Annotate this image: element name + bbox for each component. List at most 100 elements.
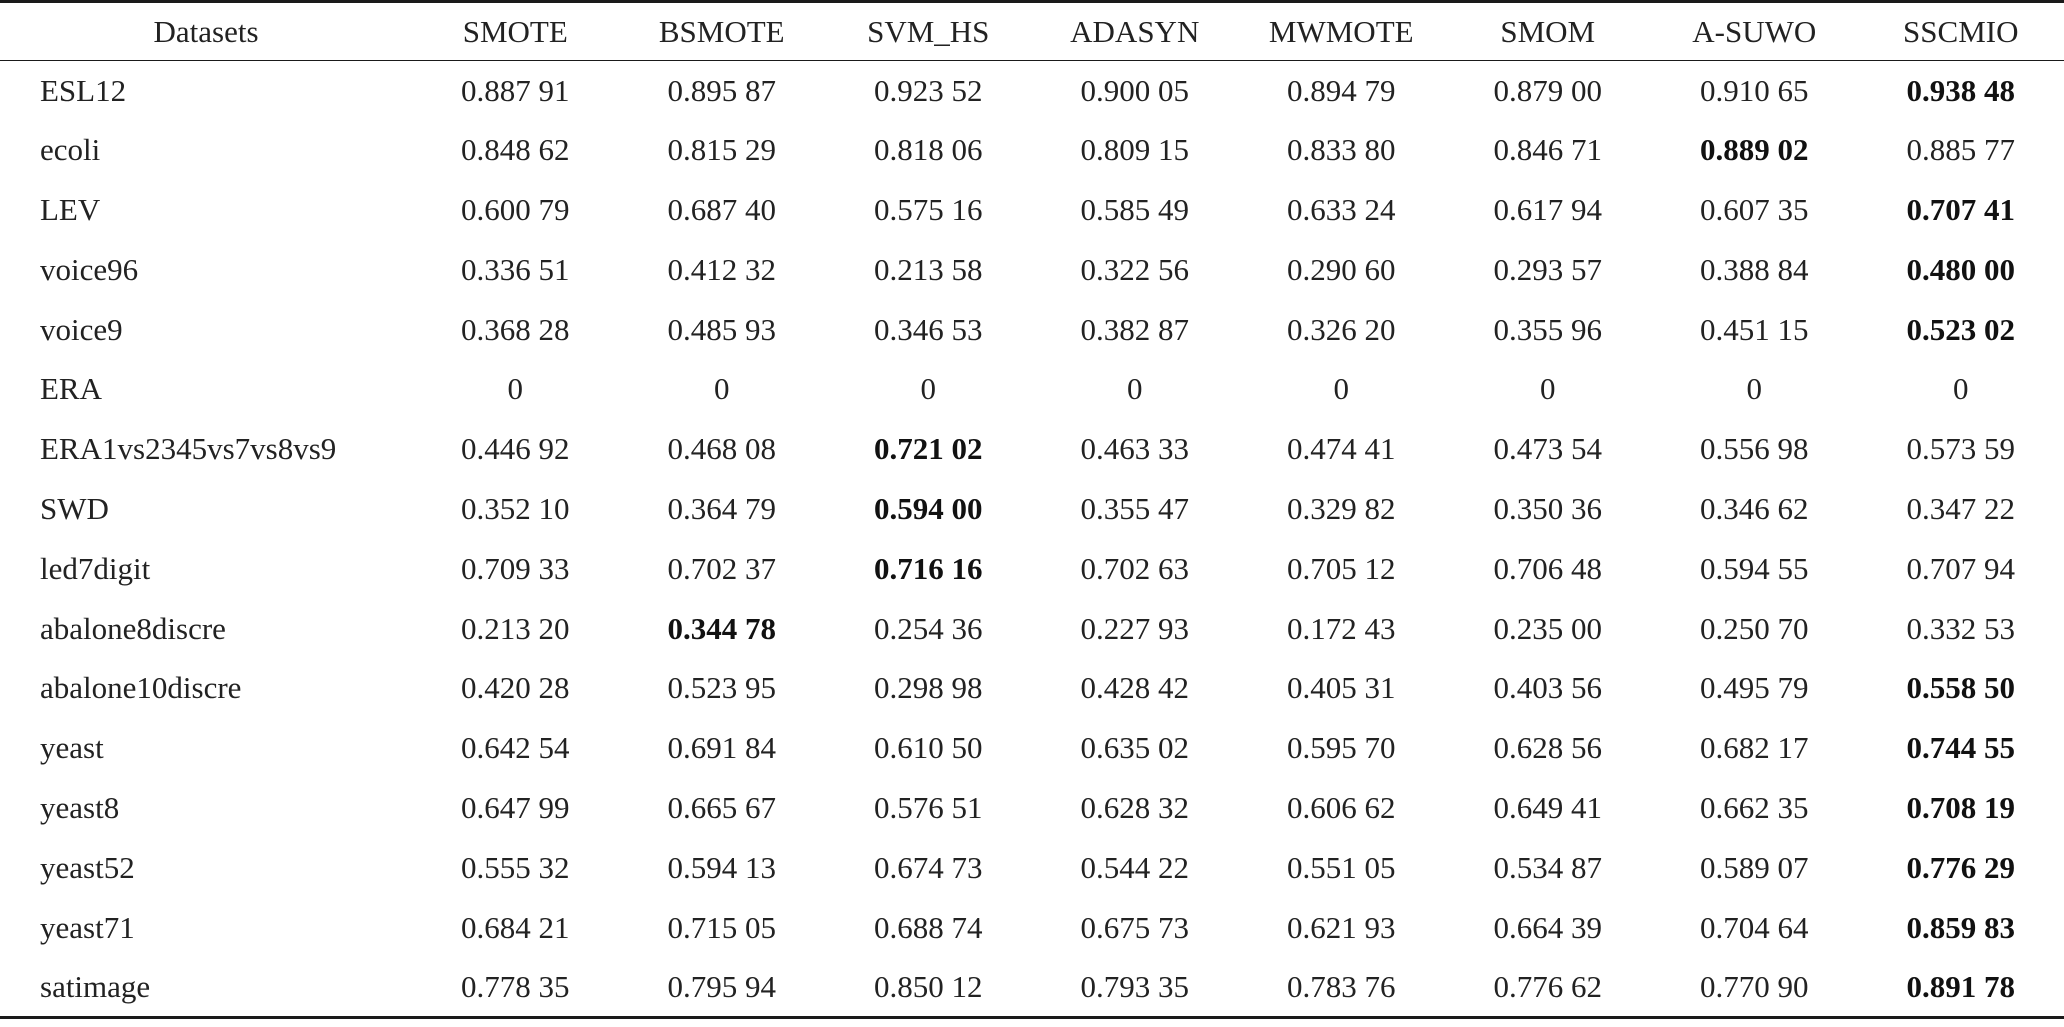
dataset-name-cell: led7digit	[40, 550, 151, 586]
dataset-name-cell: yeast	[40, 730, 104, 766]
value-cell: 0.485 93	[667, 311, 777, 347]
value-cell: 0.809 15	[1080, 132, 1190, 168]
dataset-name-cell: ESL12	[40, 72, 127, 108]
value-cell: 0.783 76	[1238, 957, 1445, 1019]
table-row: SWD 0.352 10 0.364 79 0.594 00 0.355 47 0.329…	[0, 479, 2064, 539]
value-cell: 0.674 73	[874, 849, 983, 885]
value-cell: 0.235 00	[1493, 610, 1603, 646]
value-cell: 0.702 37	[667, 550, 777, 586]
column-header-sscmio: SSCMIO	[1857, 0, 2064, 61]
value-cell: 0	[1127, 371, 1143, 407]
value-cell: 0.594 55	[1700, 550, 1809, 586]
value-cell: 0.474 41	[1287, 431, 1396, 467]
best-value-cell: 0.938 48	[1906, 72, 2016, 108]
value-cell: 0.172 43	[1287, 610, 1396, 646]
value-cell: 0.551 05	[1287, 849, 1396, 885]
best-value-cell: 0.480 00	[1906, 251, 2016, 287]
value-cell: 0.227 93	[1080, 610, 1190, 646]
value-cell: 0	[1953, 371, 1969, 407]
value-cell: 0.705 12	[1287, 550, 1396, 586]
value-cell: 0	[507, 371, 524, 407]
table-row: abalone10discre 0.420 28 0.523 95 0.298 98 0…	[0, 658, 2064, 718]
value-cell: 0.923 52	[874, 72, 983, 108]
best-value-cell: 0.744 55	[1906, 730, 2016, 766]
best-value-cell: 0.721 02	[874, 431, 983, 467]
value-cell: 0.329 82	[1287, 490, 1396, 526]
dataset-name-cell: yeast8	[40, 789, 120, 825]
value-cell: 0.815 29	[667, 132, 777, 168]
best-value-cell: 0.558 50	[1906, 670, 2016, 706]
value-cell: 0.635 02	[1080, 730, 1190, 766]
value-cell: 0.298 98	[874, 670, 983, 706]
value-cell: 0.818 06	[874, 132, 983, 168]
value-cell: 0.885 77	[1906, 132, 2016, 168]
table-row: voice96 0.336 51 0.412 32 0.213 58 0.322 56 0…	[0, 240, 2064, 300]
value-cell: 0.662 35	[1700, 789, 1809, 825]
value-cell: 0.523 95	[667, 670, 777, 706]
value-cell: 0.910 65	[1700, 72, 1809, 108]
dataset-name-cell: satimage	[0, 957, 412, 1019]
value-cell: 0.346 53	[874, 311, 983, 347]
best-value-cell: 0.523 02	[1906, 311, 2016, 347]
column-header-a-suwo: A-SUWO	[1651, 0, 1858, 61]
value-cell: 0.594 13	[667, 849, 777, 885]
table-row: ERA 0 0 0 0 0 0 0 0	[0, 359, 2064, 419]
value-cell: 0.293 57	[1493, 251, 1603, 287]
value-cell: 0.793 35	[1031, 957, 1238, 1019]
value-cell: 0.544 22	[1080, 849, 1190, 885]
value-cell: 0.451 15	[1700, 311, 1809, 347]
table-header: Datasets SMOTE BSMOTE SVM_HS ADASYN MWMOTE SMO…	[0, 0, 2064, 61]
value-cell: 0	[714, 371, 730, 407]
value-cell: 0.446 92	[461, 431, 570, 467]
value-cell: 0.649 41	[1493, 789, 1603, 825]
value-cell: 0.642 54	[461, 730, 570, 766]
value-cell: 0.350 36	[1493, 490, 1603, 526]
dataset-name-cell: yeast71	[40, 909, 135, 945]
dataset-name-cell: ERA1vs2345vs7vs8vs9	[40, 431, 337, 467]
value-cell: 0.833 80	[1287, 132, 1396, 168]
column-header-bsmote: BSMOTE	[618, 0, 825, 61]
value-cell: 0.795 94	[618, 957, 825, 1019]
best-value-cell: 0.716 16	[874, 550, 983, 586]
value-cell: 0.879 00	[1493, 72, 1603, 108]
value-cell: 0.585 49	[1080, 191, 1190, 227]
value-cell: 0.336 51	[461, 251, 570, 287]
value-cell: 0.628 32	[1080, 789, 1190, 825]
value-cell: 0.900 05	[1080, 72, 1190, 108]
best-value-cell: 0.889 02	[1700, 132, 1809, 168]
best-value-cell: 0.594 00	[874, 490, 983, 526]
value-cell: 0	[1333, 371, 1350, 407]
best-value-cell: 0.776 29	[1906, 849, 2016, 885]
value-cell: 0.706 48	[1493, 550, 1603, 586]
value-cell: 0.573 59	[1906, 431, 2016, 467]
value-cell: 0.850 12	[825, 957, 1032, 1019]
value-cell: 0.633 24	[1287, 191, 1396, 227]
value-cell: 0.687 40	[667, 191, 777, 227]
value-cell: 0.887 91	[461, 72, 570, 108]
dataset-name-cell: abalone8discre	[40, 610, 226, 646]
value-cell: 0.355 47	[1080, 490, 1190, 526]
value-cell: 0.894 79	[1287, 72, 1396, 108]
value-cell: 0.665 67	[667, 789, 777, 825]
value-cell: 0.368 28	[461, 311, 570, 347]
dataset-name-cell: voice9	[40, 311, 123, 347]
value-cell: 0.463 33	[1080, 431, 1190, 467]
value-cell: 0.290 60	[1287, 251, 1396, 287]
value-cell: 0.250 70	[1700, 610, 1809, 646]
table-row: led7digit 0.709 33 0.702 37 0.716 16 0.702 6…	[0, 539, 2064, 599]
value-cell: 0.704 64	[1700, 909, 1809, 945]
dataset-name-cell: yeast52	[40, 849, 135, 885]
value-cell: 0.405 31	[1287, 670, 1396, 706]
value-cell: 0.412 32	[667, 251, 777, 287]
table-row: yeast 0.642 54 0.691 84 0.610 50 0.635 02 0.5…	[0, 718, 2064, 778]
value-cell: 0.709 33	[461, 550, 570, 586]
value-cell: 0.213 58	[874, 251, 983, 287]
value-cell: 0.595 70	[1287, 730, 1396, 766]
value-cell: 0.600 79	[461, 191, 570, 227]
table-row: satimage 0.778 35 0.795 94 0.850 12 0.793 35…	[0, 957, 2064, 1019]
value-cell: 0.895 87	[667, 72, 777, 108]
value-cell: 0.628 56	[1493, 730, 1603, 766]
value-cell: 0.846 71	[1493, 132, 1603, 168]
value-cell: 0.346 62	[1700, 490, 1809, 526]
value-cell: 0.610 50	[874, 730, 983, 766]
